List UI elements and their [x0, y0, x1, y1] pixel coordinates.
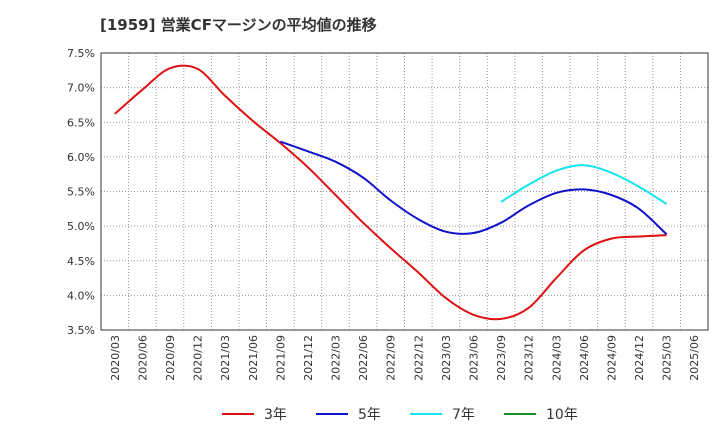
grid — [101, 53, 708, 330]
series-lines — [114, 64, 668, 321]
legend-label: 10年 — [546, 407, 578, 423]
x-tick-label: 2020/06 — [136, 335, 149, 381]
legend-label: 5年 — [358, 407, 381, 423]
x-tick-label: 2024/09 — [605, 335, 618, 381]
legend-label: 3年 — [264, 407, 287, 423]
y-tick-label: 5.0% — [67, 220, 95, 233]
series-line-1 — [279, 140, 668, 236]
x-tick-label: 2022/03 — [330, 335, 343, 381]
x-tick-label: 2025/03 — [661, 335, 674, 381]
axes: 3.5% 4.0% 4.5% 5.0% 5.5% 6.0% 6.5% 7.0% 7.5% 2020… — [67, 47, 709, 381]
x-tick-label: 2020/03 — [109, 335, 122, 381]
y-tick-label: 7.5% — [67, 47, 95, 60]
y-tick-label: 6.5% — [67, 116, 95, 129]
x-tick-label: 2024/03 — [550, 335, 563, 381]
x-tick-label: 2021/09 — [274, 335, 287, 381]
x-tick-label: 2021/12 — [302, 335, 315, 381]
x-tick-label: 2023/12 — [523, 335, 536, 381]
x-tick-label: 2024/12 — [633, 335, 646, 381]
x-tick-label: 2023/03 — [440, 335, 453, 381]
y-tick-label: 6.0% — [67, 151, 95, 164]
x-tick-label: 2021/03 — [219, 335, 232, 381]
plot-frame — [100, 52, 709, 331]
x-tick-label: 2023/09 — [495, 335, 508, 381]
x-tick-label: 2020/09 — [164, 335, 177, 381]
chart-title: [1959] 営業CFマージンの平均値の推移 — [100, 16, 377, 34]
x-tick-label: 2022/12 — [412, 335, 425, 381]
y-tick-label: 4.5% — [67, 255, 95, 268]
legend: 3年 5年 7年 10年 — [222, 407, 578, 423]
y-tick-label: 4.0% — [67, 289, 95, 302]
x-tick-label: 2022/09 — [385, 335, 398, 381]
x-tick-label: 2024/06 — [578, 335, 591, 381]
series-line-2 — [500, 164, 668, 205]
x-tick-label: 2023/06 — [467, 335, 480, 381]
y-tick-label: 5.5% — [67, 186, 95, 199]
legend-label: 7年 — [452, 407, 475, 423]
x-tick-label: 2020/12 — [192, 335, 205, 381]
y-tick-label: 7.0% — [67, 82, 95, 95]
y-tick-label: 3.5% — [67, 324, 95, 337]
x-tick-label: 2021/06 — [247, 335, 260, 381]
x-tick-label: 2022/06 — [357, 335, 370, 381]
x-tick-label: 2025/06 — [688, 335, 701, 381]
series-line-0 — [114, 64, 667, 321]
